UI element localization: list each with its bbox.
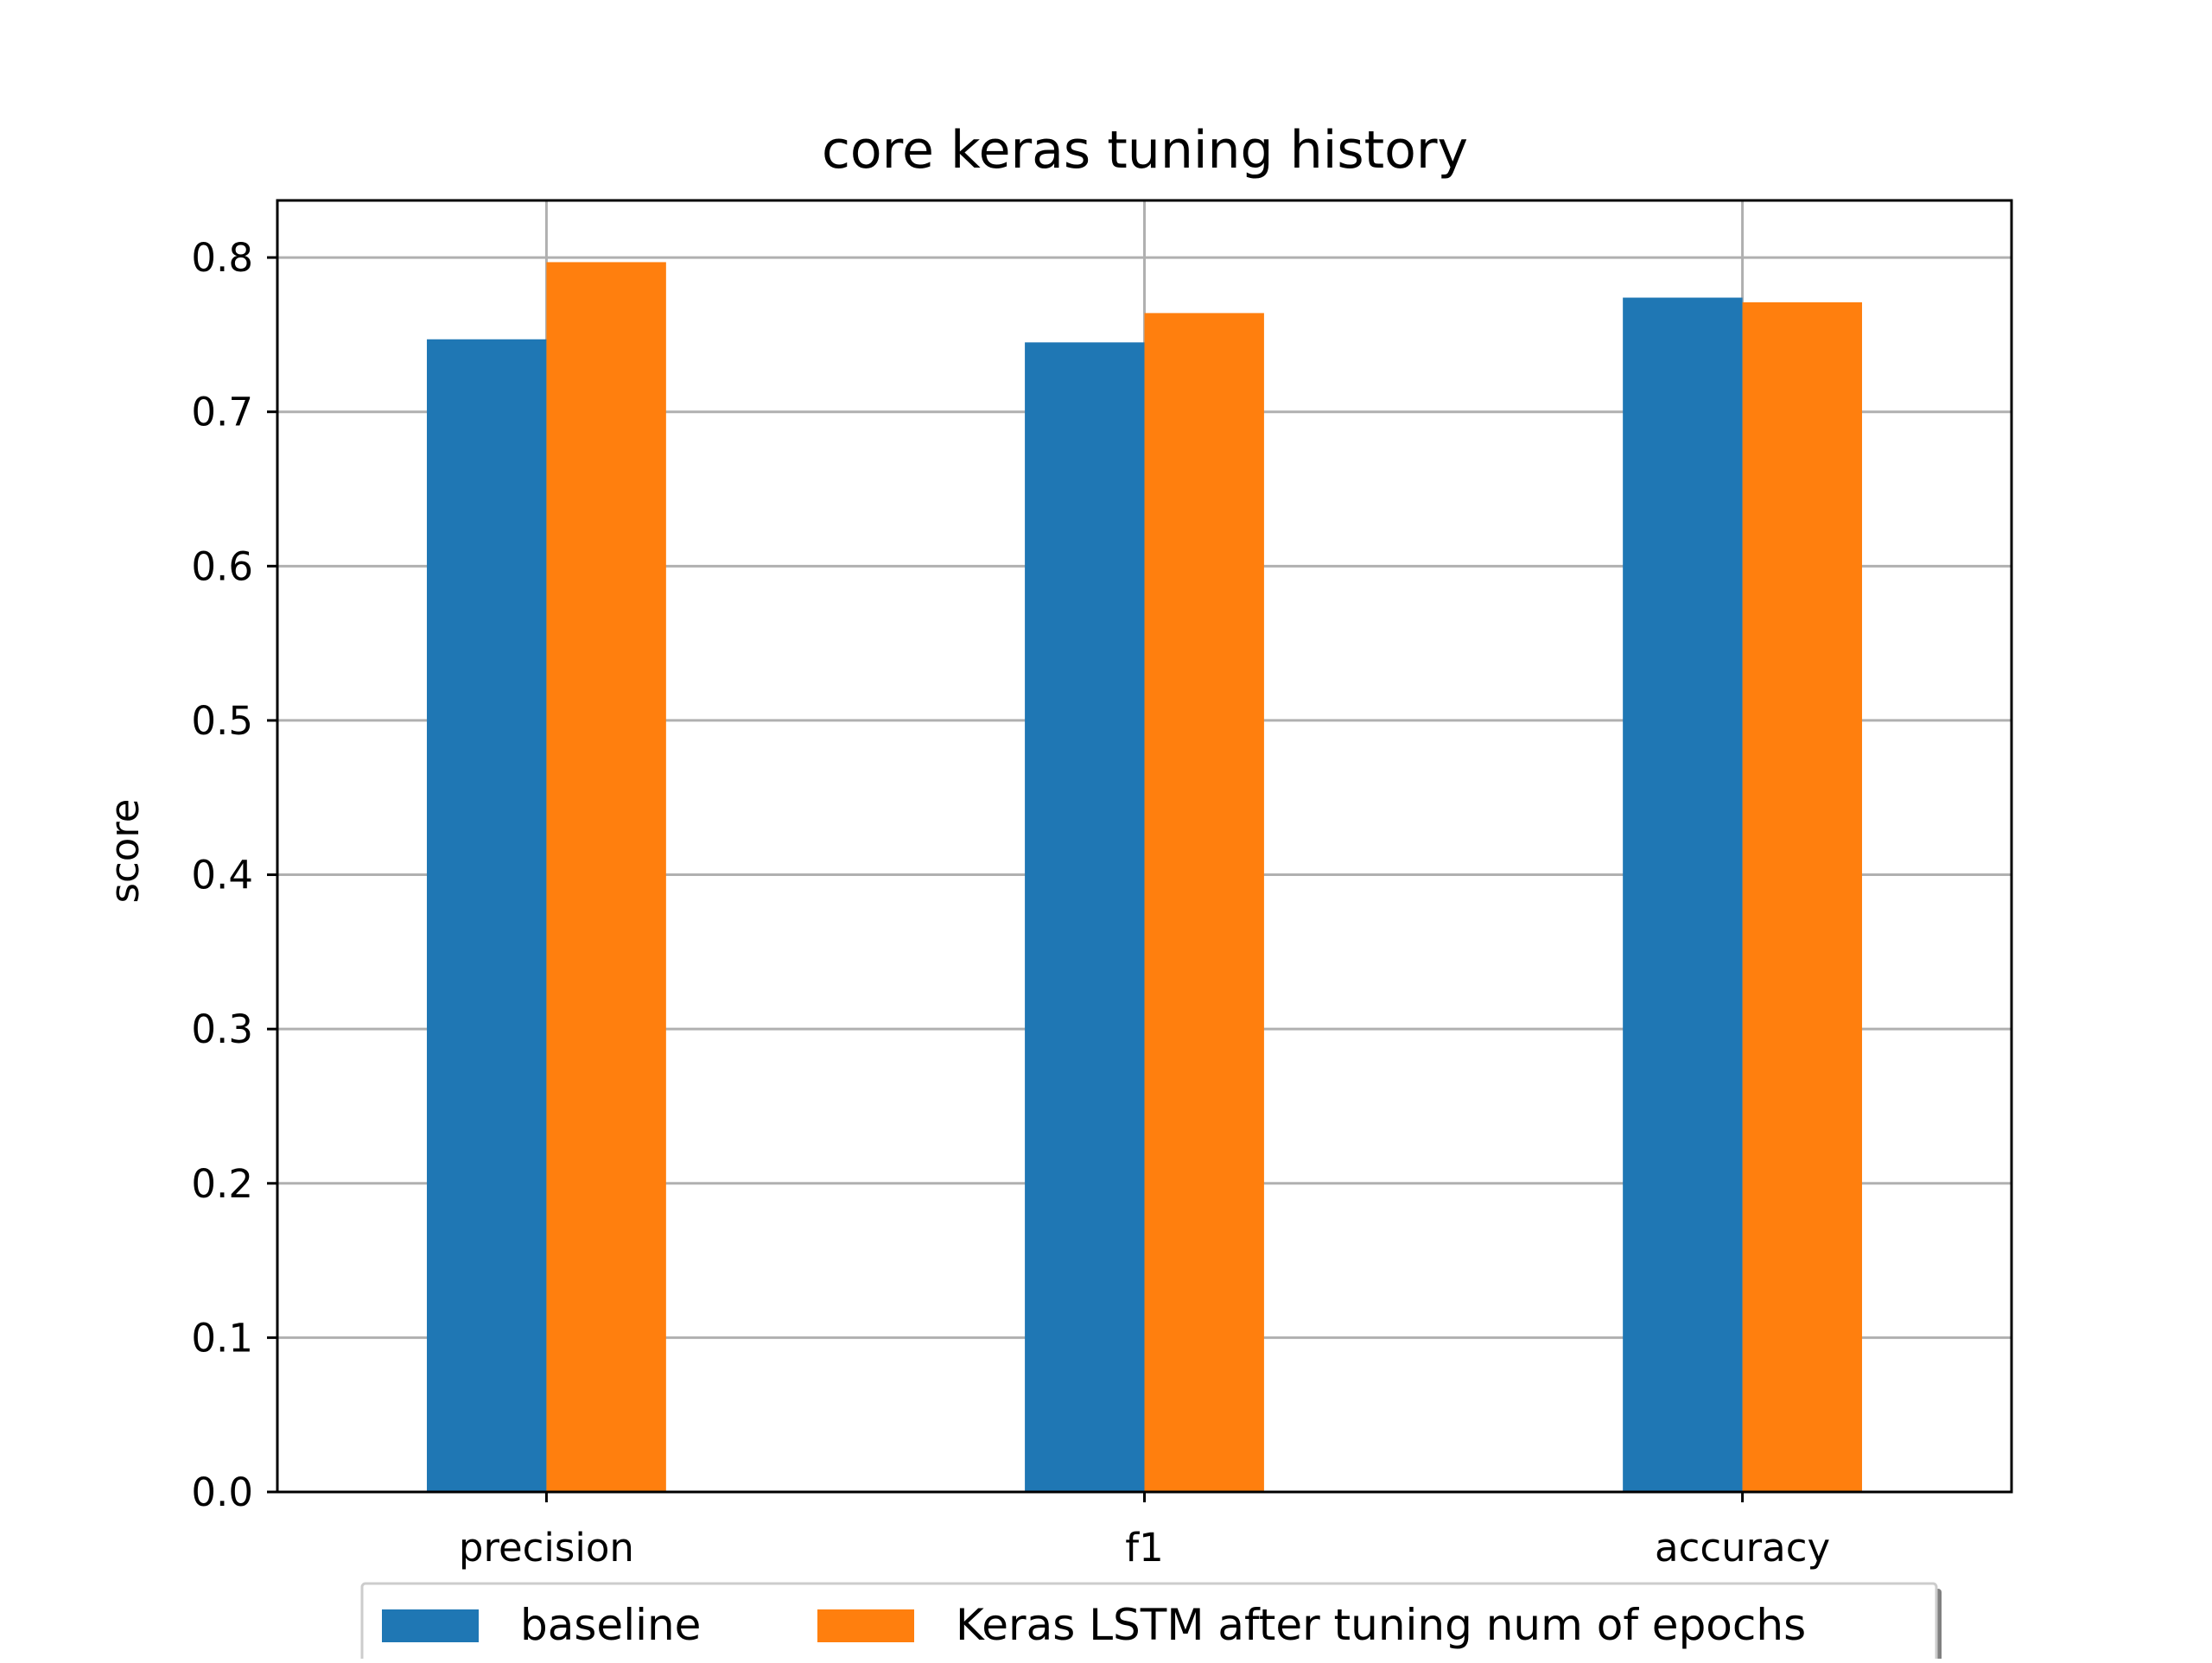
bar-baseline-precision: [427, 339, 547, 1492]
bar-baseline-f1: [1025, 342, 1145, 1493]
bars: [427, 262, 1862, 1493]
x-tick-label: precision: [459, 1525, 634, 1571]
legend: baseline Keras LSTM after tuning num of e…: [360, 1582, 1942, 1663]
y-tick-label: 0.6: [191, 543, 253, 589]
bar-tuned-precision: [546, 262, 666, 1492]
bar-tuned-accuracy: [1742, 301, 1862, 1493]
chart-title: core keras tuning history: [822, 120, 1468, 181]
y-axis-label: score: [102, 799, 148, 904]
y-tick-label: 0.4: [191, 853, 253, 898]
legend-swatch: [817, 1609, 914, 1642]
legend-label: Keras LSTM after tuning num of epochs: [956, 1600, 1806, 1650]
axis-ticks: 0.0 0.1 0.2 0.3 0.4 0.5 0.6 0.7 0.8 precision f1 ac…: [191, 235, 1830, 1571]
y-tick-label: 0.2: [191, 1161, 253, 1207]
y-tick-label: 0.3: [191, 1006, 253, 1052]
legend-box: [360, 1582, 1938, 1663]
y-tick-label: 0.7: [191, 390, 253, 435]
legend-swatch: [382, 1609, 479, 1642]
legend-items: baseline Keras LSTM after tuning num of e…: [382, 1600, 1806, 1650]
legend-label: baseline: [520, 1600, 701, 1650]
x-tick-label: accuracy: [1655, 1525, 1830, 1571]
x-tick-label: f1: [1125, 1525, 1163, 1571]
y-tick-label: 0.8: [191, 235, 253, 281]
bar-tuned-f1: [1144, 313, 1264, 1492]
y-tick-label: 0.5: [191, 698, 253, 744]
y-tick-label: 0.1: [191, 1315, 253, 1361]
y-tick-label: 0.0: [191, 1469, 253, 1515]
bar-baseline-accuracy: [1623, 297, 1743, 1493]
